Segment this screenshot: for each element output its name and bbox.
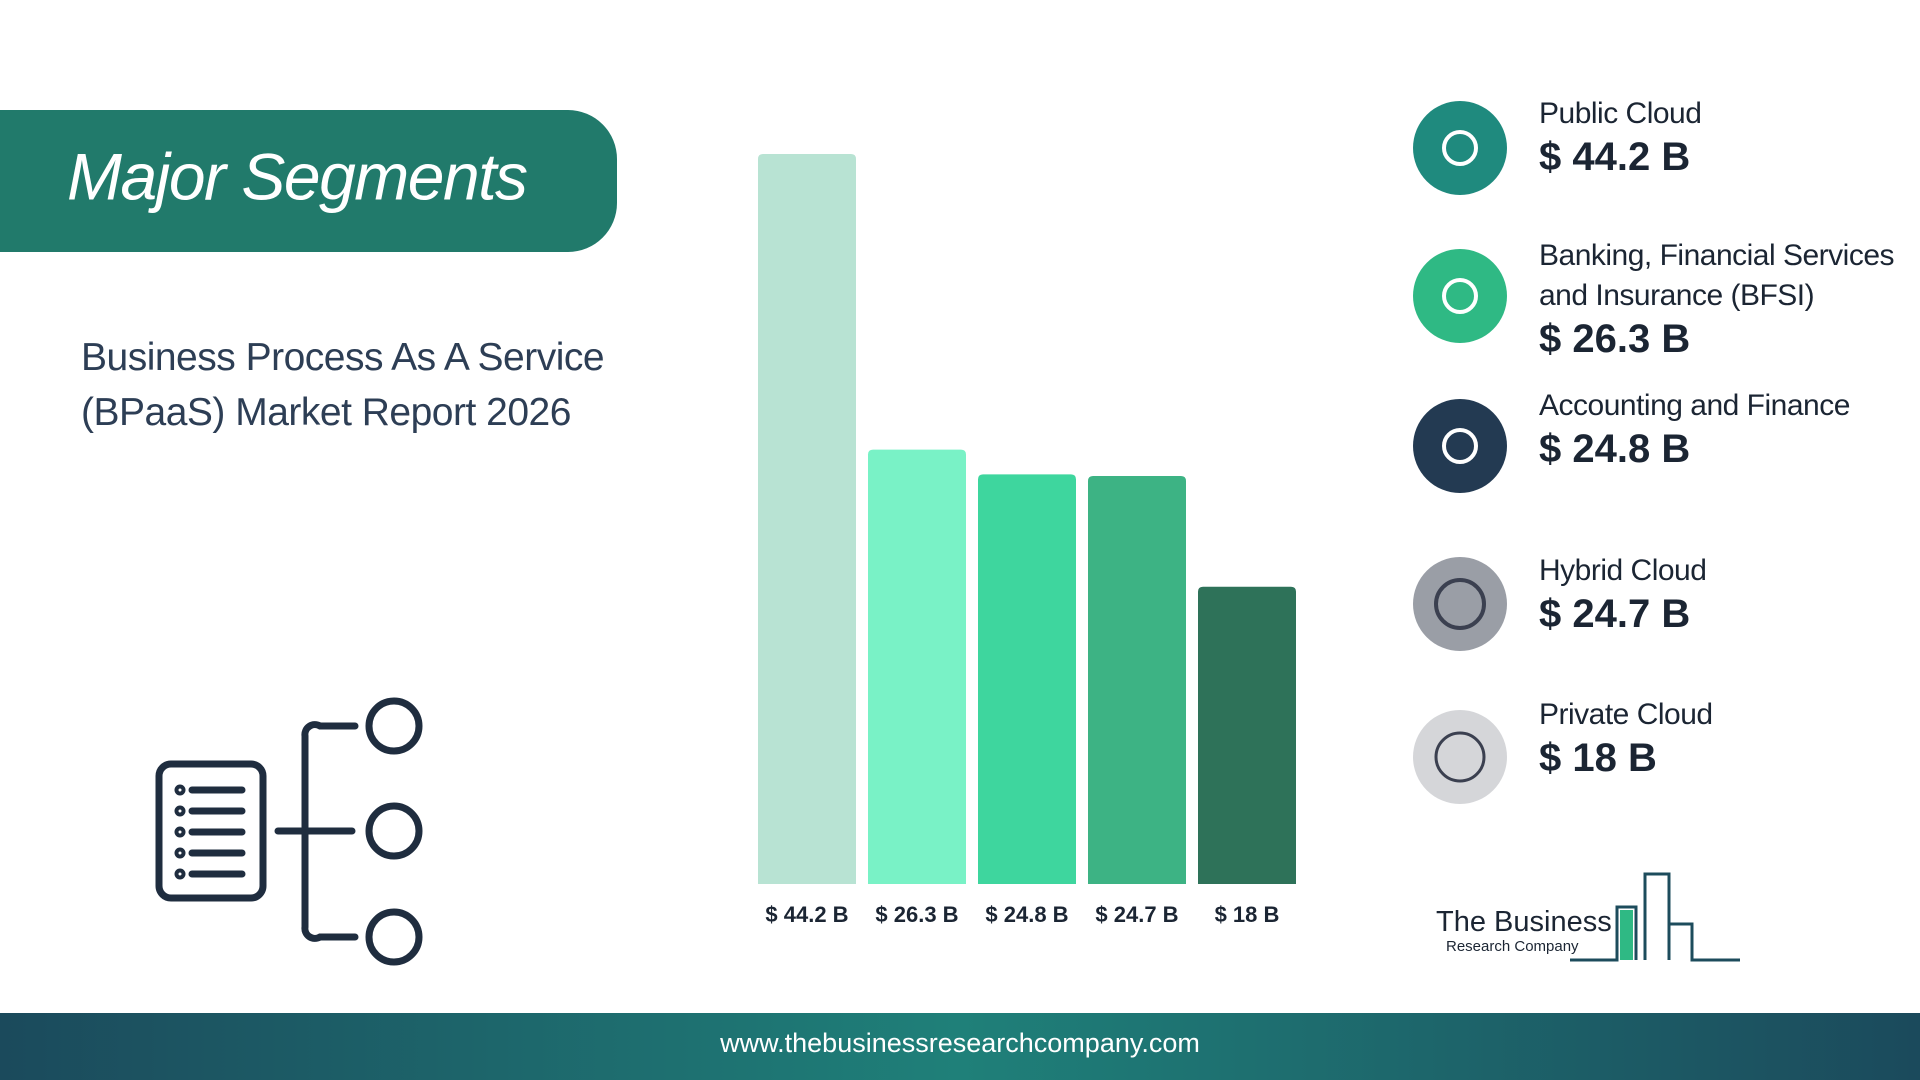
bar-value-label: $ 24.7 B <box>1095 902 1178 927</box>
segment-name: Hybrid Cloud <box>1539 554 1707 587</box>
segment-item: Hybrid Cloud $ 24.7 B <box>1539 551 1909 637</box>
bar-value-label: $ 44.2 B <box>765 902 848 927</box>
logo-name: The Business <box>1436 906 1612 938</box>
logo-graphic <box>1570 872 1740 962</box>
subtitle: Business Process As A Service (BPaaS) Ma… <box>81 336 605 434</box>
segment-value: $ 18 B <box>1539 736 1657 780</box>
segment-item: Public Cloud $ 44.2 B <box>1539 94 1909 180</box>
segment-item: Accounting and Finance $ 24.8 B <box>1539 386 1909 472</box>
bar-value-label: $ 18 B <box>1215 902 1280 927</box>
segment-name: Public Cloud <box>1539 97 1702 130</box>
hierarchy-icon <box>155 697 423 966</box>
segment-name: Accounting and Finance <box>1539 389 1850 422</box>
bar <box>1088 476 1186 884</box>
segment-value: $ 24.7 B <box>1539 592 1691 636</box>
segment-value: $ 24.8 B <box>1539 427 1691 471</box>
segment-value: $ 44.2 B <box>1539 135 1691 179</box>
bar <box>978 474 1076 884</box>
footer-url: www.thebusinessresearchcompany.com <box>720 1028 1200 1058</box>
title-banner <box>0 110 617 252</box>
logo-tagline: Research Company <box>1446 938 1579 955</box>
segment-name: Banking, Financial Services and Insuranc… <box>1539 239 1895 312</box>
segment-name: Private Cloud <box>1539 698 1713 731</box>
segment-item: Private Cloud $ 18 B <box>1539 695 1909 781</box>
bar-value-label: $ 26.3 B <box>875 902 958 927</box>
bar <box>868 449 966 884</box>
segment-item: Banking, Financial Services and Insuranc… <box>1539 236 1909 362</box>
footer-bar <box>0 1013 1920 1080</box>
chart-title: Major Segments <box>67 139 527 213</box>
bar <box>1198 586 1296 884</box>
segment-value: $ 26.3 B <box>1539 317 1691 361</box>
bar-value-label: $ 24.8 B <box>985 902 1068 927</box>
icons <box>1413 101 1507 804</box>
bar <box>758 154 856 884</box>
